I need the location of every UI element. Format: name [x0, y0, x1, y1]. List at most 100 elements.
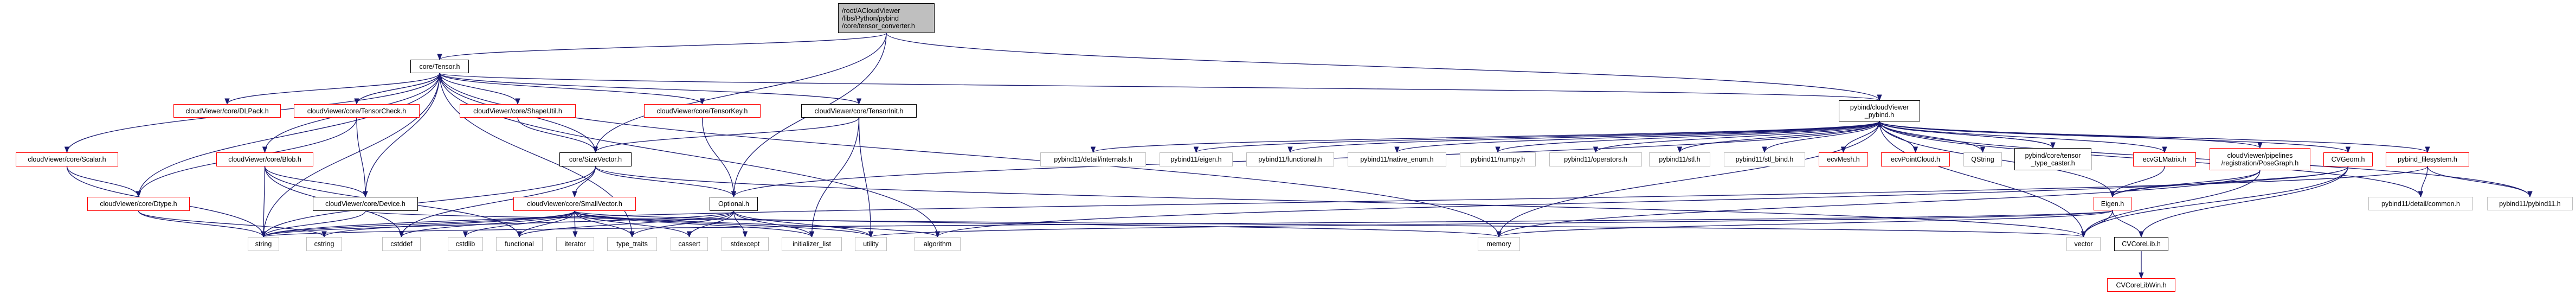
graph-node-operators: pybind11/operators.h — [1549, 152, 1642, 166]
edge-tensor-to-tensorkey — [439, 73, 705, 105]
graph-node-glmatrix[interactable]: ecvGLMatrix.h — [2133, 152, 2196, 166]
edge-cvgeom-to-algorithm — [935, 166, 2349, 238]
graph-node-posegraph[interactable]: cloudViewer/pipelines /registration/Pose… — [2210, 148, 2310, 170]
edge-tensor-to-algorithm — [439, 73, 941, 238]
edge-optional-to-cassert — [686, 210, 735, 238]
graph-node-sizevector[interactable]: core/SizeVector.h — [559, 152, 632, 166]
edge-eigen-to-utility — [868, 210, 2113, 238]
graph-node-algorithm: algorithm — [915, 237, 961, 251]
graph-node-dtype[interactable]: cloudViewer/core/Dtype.h — [87, 197, 190, 211]
graph-node-qstring: QString — [1963, 152, 2002, 166]
edge-pybind-to-functional_pb — [1287, 121, 1880, 153]
edge-pbfs-to-common — [2418, 166, 2428, 198]
graph-node-common: pybind11/detail/common.h — [2368, 197, 2473, 210]
edge-pybind-to-glmatrix — [1879, 121, 2167, 153]
graph-node-memory: memory — [1478, 237, 1520, 251]
graph-node-iterator: iterator — [556, 237, 594, 251]
edge-cvgeom-to-cvcorelib — [2139, 166, 2349, 238]
edge-pbfs-to-string — [261, 166, 2428, 238]
edge-tensor-to-dtype — [136, 73, 440, 198]
edge-optional-to-type_traits — [629, 210, 735, 238]
edge-root-to-tensor — [437, 33, 887, 61]
edge-pybind-to-pybind11 — [1879, 121, 2533, 198]
edge-smallvector-to-initializer_list — [574, 210, 814, 238]
graph-node-cstdlib: cstdlib — [448, 237, 483, 251]
edge-optional-to-utility — [733, 210, 874, 238]
graph-node-tensorinit[interactable]: cloudViewer/core/TensorInit.h — [801, 104, 917, 118]
graph-node-eigen[interactable]: Eigen.h — [2094, 197, 2131, 210]
graph-node-ecvmesh[interactable]: ecvMesh.h — [1819, 152, 1868, 166]
edge-eigen-to-vector — [2081, 210, 2113, 238]
edge-pybind-to-cvgeom — [1879, 121, 2350, 153]
graph-node-dlpack[interactable]: cloudViewer/core/DLPack.h — [173, 104, 281, 118]
edge-caster-to-pybind — [1877, 120, 2053, 149]
edge-sizevector-to-optional — [595, 166, 737, 198]
edge-blob-to-device — [264, 166, 368, 198]
graph-node-eigen_pb: pybind11/eigen.h — [1160, 152, 1233, 166]
graph-node-initializer_list: initializer_list — [782, 237, 842, 251]
graph-node-tensorcheck[interactable]: cloudViewer/core/TensorCheck.h — [294, 104, 420, 118]
graph-node-stl_bind: pybind11/stl_bind.h — [1724, 152, 1805, 166]
graph-node-stdexcept: stdexcept — [722, 237, 769, 251]
graph-node-tensor[interactable]: core/Tensor.h — [410, 60, 469, 73]
graph-node-shapeutil[interactable]: cloudViewer/core/ShapeUtil.h — [460, 104, 576, 118]
edge-smallvector-to-string — [261, 210, 575, 238]
edge-pybind-to-native_enum — [1394, 121, 1880, 153]
edge-pybind-to-numpy — [1495, 121, 1880, 153]
edge-shapeutil-to-sizevector — [517, 117, 598, 153]
edge-eigen-to-memory — [1496, 210, 2113, 238]
edge-pybind-to-pbfs — [1879, 121, 2430, 153]
graph-node-caster[interactable]: pybind/core/tensor _type_caster.h — [2014, 148, 2091, 170]
graph-node-tensorkey[interactable]: cloudViewer/core/TensorKey.h — [644, 104, 761, 118]
edge-sizevector-to-smallvector — [572, 166, 596, 198]
edge-smallvector-to-cstring — [321, 210, 575, 238]
edge-smallvector-to-algorithm — [574, 210, 940, 238]
edge-tensorkey-to-optional — [701, 117, 737, 198]
graph-node-scalar[interactable]: cloudViewer/core/Scalar.h — [16, 152, 118, 166]
edge-posegraph-to-eigen — [2110, 170, 2261, 198]
graph-node-type_traits: type_traits — [607, 237, 657, 251]
edge-tensor-to-tensorinit — [439, 73, 861, 105]
graph-node-string: string — [248, 237, 279, 251]
graph-node-native_enum: pybind11/native_enum.h — [1348, 152, 1446, 166]
edge-device-to-vector — [365, 210, 2085, 238]
edge-root-to-pybind — [886, 33, 1882, 101]
edge-tensorcheck-to-device — [356, 117, 368, 198]
edge-pybind-to-memory — [1496, 121, 1880, 238]
edge-pybind-to-eigen_pb — [1194, 121, 1880, 153]
graph-node-pybind[interactable]: pybind/cloudViewer _pybind.h — [1839, 100, 1920, 121]
graph-node-root: /root/ACloudViewer /libs/Python/pybind /… — [838, 3, 935, 33]
edge-dtype-to-string — [138, 210, 266, 238]
edge-tensorcheck-to-tensor — [356, 72, 442, 105]
graph-node-device[interactable]: cloudViewer/core/Device.h — [313, 197, 418, 211]
graph-node-functional: functional — [496, 237, 543, 251]
graph-node-cvcorelibwin[interactable]: CVCoreLibWin.h — [2107, 278, 2175, 292]
graph-node-cvcorelib[interactable]: CVCoreLib.h — [2114, 237, 2168, 251]
graph-node-smallvector[interactable]: cloudViewer/core/SmallVector.h — [513, 197, 636, 211]
edge-cvgeom-to-eigen — [2110, 166, 2349, 198]
graph-node-numpy: pybind11/numpy.h — [1460, 152, 1536, 166]
edge-tensor-to-shapeutil — [439, 73, 520, 105]
edge-pbfs-to-pybind11 — [2427, 166, 2533, 198]
edge-optional-to-initializer_list — [733, 210, 815, 238]
edge-scalar-to-dtype — [66, 166, 141, 198]
edge-eigen-to-cvcorelib — [2112, 210, 2144, 238]
graph-node-ecvpointcloud[interactable]: ecvPointCloud.h — [1881, 152, 1950, 166]
edge-tensorinit-to-initializer_list — [809, 117, 860, 238]
graph-node-vector: vector — [2066, 237, 2101, 251]
edge-tensor-to-device — [363, 73, 440, 198]
graph-node-pbfs[interactable]: pybind_filesystem.h — [2386, 152, 2469, 166]
edge-pybind-to-tensor — [437, 72, 1880, 101]
graph-node-blob[interactable]: cloudViewer/core/Blob.h — [216, 152, 313, 166]
edge-optional-to-functional — [517, 210, 735, 238]
edge-tensor-to-string — [261, 73, 440, 238]
edge-smallvector-to-memory — [574, 210, 1501, 238]
edge-optional-to-stdexcept — [733, 210, 748, 238]
edge-dtype-to-cstring — [138, 210, 327, 238]
edge-sizevector-to-string — [261, 166, 596, 238]
edge-optional-to-string — [261, 210, 735, 238]
graph-node-cvgeom[interactable]: CVGeom.h — [2323, 152, 2373, 166]
graph-node-pybind11: pybind11/pybind11.h — [2487, 197, 2573, 210]
graph-node-optional[interactable]: Optional.h — [710, 197, 758, 211]
